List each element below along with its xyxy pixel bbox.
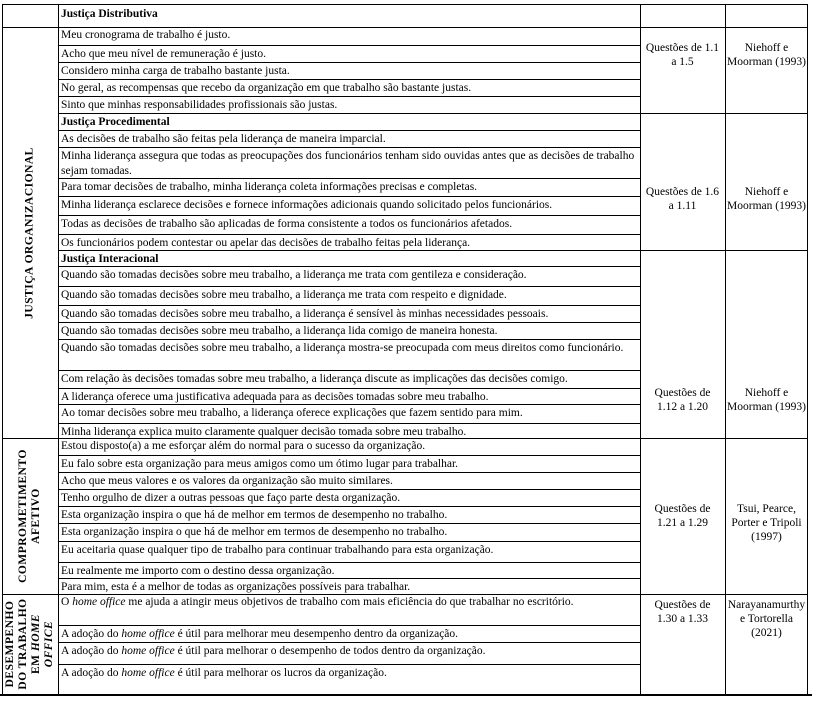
questions-range: Questões de 1.6 a 1.11 (645, 186, 720, 212)
questionnaire-item: Acho que meu nível de remuneração é just… (58, 45, 640, 62)
questionnaire-item: Ao tomar decisões sobre meu trabalho, a … (58, 404, 640, 423)
questionnaire-item: Eu aceitaria quase qualquer tipo de trab… (58, 541, 640, 562)
questionnaire-item: Tenho orgulho de dizer a outras pessoas … (58, 489, 640, 506)
group-divider (58, 438, 808, 439)
questionnaire-item: Para mim, esta é a melhor de todas as or… (58, 578, 640, 594)
questionnaire-item: Todas as decisões de trabalho são aplica… (58, 215, 640, 234)
questionnaire-item: Quando são tomadas decisões sobre meu tr… (58, 305, 640, 322)
questionnaire-item: Minha liderança esclarece decisões e for… (58, 196, 640, 215)
section-heading: Justiça Distributiva (61, 8, 158, 20)
questionnaire-item: Minha liderança assegura que todas as pr… (58, 147, 640, 178)
dimension-label-text: COMPROMETIMENTO AFETIVO (17, 449, 42, 583)
header-divider (2, 27, 808, 28)
questionnaire-item: Quando são tomadas decisões sobre meu tr… (58, 322, 640, 339)
questionnaire-item: No geral, as recompensas que recebo da o… (58, 79, 640, 96)
questionnaire-item: Minha liderança explica muito claramente… (58, 423, 640, 438)
table-bottom-border (0, 694, 812, 696)
dimension-label: JUSTIÇA ORGANIZACIONAL (2, 27, 58, 438)
dimension-label-text: JUSTIÇA ORGANIZACIONAL (23, 146, 36, 319)
questionnaire-item: Quando são tomadas decisões sobre meu tr… (58, 286, 640, 305)
questions-range: Questões de 1.12 a 1.20 (654, 387, 711, 413)
questionnaire-item: Esta organização inspira o que há de mel… (58, 506, 640, 523)
questionnaire-item: Estou disposto(a) a me esforçar além do … (61, 440, 426, 452)
column-divider (58, 4, 59, 694)
questionnaire-item: Com relação às decisões tomadas sobre me… (58, 370, 640, 388)
group-divider (58, 594, 808, 595)
questionnaire-item: Os funcionários podem contestar ou apela… (58, 234, 640, 250)
source-reference: Niehoff e Moorman (1993) (727, 387, 806, 413)
section-heading: Justiça Procedimental (58, 113, 640, 130)
section-divider (2, 438, 58, 439)
group-divider (58, 694, 808, 695)
questionnaire-item: A adoção do home office é útil para melh… (58, 642, 640, 664)
questionnaire-item: Quando são tomadas decisões sobre meu tr… (58, 339, 640, 370)
table-frame (2, 4, 808, 695)
dimension-label-text: DESEMPENHO DO TRABALHO EM HOME OFFICE (4, 598, 55, 690)
dimension-label: COMPROMETIMENTO AFETIVO (2, 438, 58, 594)
questionnaire-item: A adoção do home office é útil para melh… (58, 625, 640, 642)
source-reference: Niehoff e Moorman (1993) (727, 186, 806, 212)
questionnaire-item: As decisões de trabalho são feitas pela … (58, 130, 640, 147)
questionnaire-item: Sinto que minhas responsabilidades profi… (58, 96, 640, 113)
questionnaire-item: Eu falo sobre esta organização para meus… (58, 455, 640, 472)
questionnaire-item: Esta organização inspira o que há de mel… (58, 523, 640, 541)
source-reference: Tsui, Pearce, Porter e Tripoli (1997) (731, 503, 802, 543)
questionnaire-item: A liderança oferece uma justificativa ad… (58, 388, 640, 404)
questionnaire-item: Quando são tomadas decisões sobre meu tr… (58, 266, 640, 286)
questionnaire-item: Para tomar decisões de trabalho, minha l… (58, 178, 640, 196)
section-divider (2, 594, 58, 595)
source-reference: Narayanamurthy e Tortorella (2021) (727, 599, 806, 639)
questionnaire-item: Meu cronograma de trabalho é justo. (61, 29, 231, 41)
questionnaire-item: Acho que meus valores e os valores da or… (58, 472, 640, 489)
questionnaire-item: Eu realmente me importo com o destino de… (58, 562, 640, 578)
questionnaire-item: A adoção do home office é útil para melh… (58, 664, 640, 694)
questions-range: Questões de 1.1 a 1.5 (645, 42, 720, 68)
column-divider (640, 4, 641, 694)
questions-range: Questões de 1.30 a 1.33 (654, 599, 711, 625)
dimension-label: DESEMPENHO DO TRABALHO EM HOME OFFICE (2, 594, 58, 694)
source-reference: Niehoff e Moorman (1993) (727, 42, 806, 68)
questionnaire-item: O home office me ajuda a atingir meus ob… (61, 596, 574, 608)
questions-range: Questões de 1.21 a 1.29 (654, 503, 711, 529)
column-divider (725, 4, 726, 694)
section-divider (2, 694, 58, 695)
questionnaire-item: Considero minha carga de trabalho bastan… (58, 62, 640, 79)
section-heading: Justiça Interacional (58, 250, 640, 266)
